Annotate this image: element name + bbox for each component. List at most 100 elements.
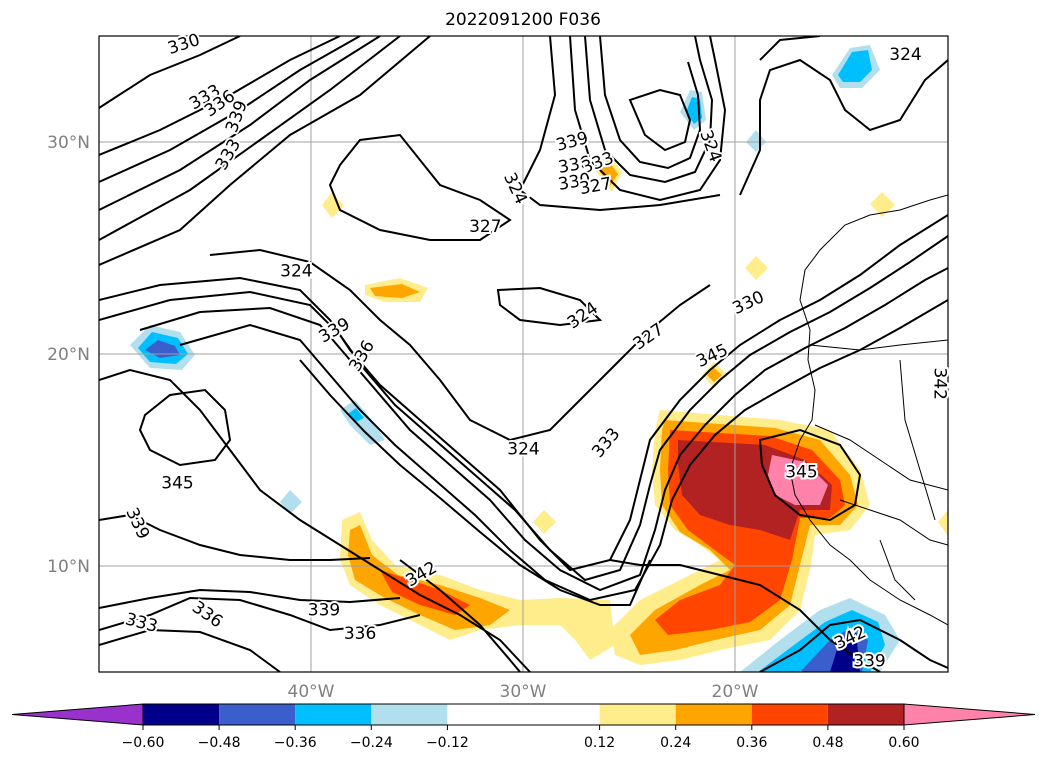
coastline [789,194,948,626]
border-2 [814,424,948,491]
shade-small-yellow-4 [745,256,768,280]
colorbar-tick-label: 0.48 [812,735,843,751]
colorbar-tick-label: 0.36 [736,735,767,751]
shade-north-negative-blue [838,50,872,82]
contour-label: 327 [469,217,501,237]
map-panel: 3303333363393333243273243393363333303273… [98,28,952,673]
contour-label: 345 [785,463,817,483]
coastline-africa [789,194,948,626]
contour-west-4 [99,36,401,241]
shade-small-orange-1 [370,284,420,298]
colorbar-segment [675,704,752,725]
colorbar: −0.60 −0.48 −0.36 −0.24 −0.12 0.12 0.24 0.36 0.4… [11,703,1036,751]
colorbar-segment [219,704,296,725]
contour-west-2 [99,36,361,183]
colorbar-segment [827,704,904,725]
contour-339-south [99,588,401,609]
contour-label: 324 [507,439,539,459]
border-4 [899,359,936,521]
shade-south-negative-dark [830,632,860,672]
border-5 [879,539,916,601]
contour-west-3 [99,36,381,211]
shade-small-yellow-5 [870,192,895,217]
contour-east-1 [739,58,948,196]
x-tick-label: 20°W [712,682,759,702]
contour-west-5 [99,36,431,266]
contour-327 [328,133,512,241]
colorbar-tick-label: −0.48 [198,735,241,751]
y-axis-labels: 30°N 20°N 10°N [47,133,90,577]
colorbar-segment [751,704,828,725]
contour-east-2 [759,36,821,61]
shade-south-band-red [380,570,470,615]
contour-339-west [99,513,371,561]
colorbar-segment [143,704,220,725]
contour-band-3 [139,267,948,592]
shade-small-orange-2 [600,160,618,186]
contour-band-inner [209,248,711,442]
contour-345-east [758,428,862,522]
contour-324-small [496,286,603,327]
contour-333-south [99,628,281,672]
shade-small-yellow-8 [938,510,948,536]
contour-label: 342 [930,367,950,399]
shade-small-negative-3 [340,400,385,445]
contour-east-lower-2 [759,618,948,672]
colorbar-frame [142,703,905,726]
colorbar-tick-label: 0.60 [888,735,919,751]
contours [99,36,948,672]
contour-north-loop-2 [584,36,714,184]
shade-south-band-yellow [340,512,615,660]
colorbar-tick-label: 0.12 [584,735,615,751]
contour-band-1 [99,214,948,572]
colorbar-extend-high [903,703,1036,726]
colorbar-segment [371,704,448,725]
contour-band-5 [299,359,651,606]
x-tick-label: 30°W [500,682,547,702]
shade-east-positive-pink [768,455,828,505]
contour-north-outer [518,36,721,212]
y-tick-label: 20°N [47,345,90,365]
shade-small-yellow-7 [533,510,556,534]
border-1 [809,339,948,351]
colorbar-tick-label: 0.24 [660,735,691,751]
shade-small-orange-6 [707,368,722,382]
contour-label: 339 [853,651,885,671]
contour-345-west [138,388,232,467]
map-frame [98,35,949,673]
colorbar-tick-label: −0.12 [426,735,469,751]
y-tick-label: 10°N [47,557,90,577]
contour-north-loop [569,36,727,202]
contour-label: 324 [889,45,921,65]
contour-north-loop-3 [599,36,702,170]
colorbar-tick-label: −0.60 [122,735,165,751]
chart-title: 2022091200 F036 [445,10,601,30]
contour-336-south [99,596,421,632]
contour-west-330 [99,36,241,109]
shade-small-yellow-3 [322,192,344,218]
y-tick-label: 30°N [47,133,90,153]
shade-small-negative-3b [348,408,364,422]
contour-label: 339 [308,601,340,621]
x-axis-labels: 40°W 30°W 20°W [288,682,759,702]
contour-342-west [99,368,531,672]
contour-band-2 [99,235,948,582]
colorbar-extend-low [11,703,144,726]
x-tick-label: 40°W [288,682,335,702]
contour-west-1 [99,36,341,156]
colorbar-segment [599,704,676,725]
contour-band-4 [179,299,948,602]
colorbar-segment [295,704,372,725]
colorbar-tick-label: −0.24 [350,735,393,751]
anomaly-shading [130,45,948,672]
contour-label: 345 [161,473,193,493]
contour-label: 330 [557,170,592,195]
border-3 [839,499,948,546]
shade-south-band-orange [348,525,510,630]
contour-label: 324 [280,261,312,281]
contour-east-lower [609,559,881,672]
contour-342-south [399,559,521,672]
colorbar-tick-label: −0.36 [274,735,317,751]
contour-label: 336 [344,624,376,644]
